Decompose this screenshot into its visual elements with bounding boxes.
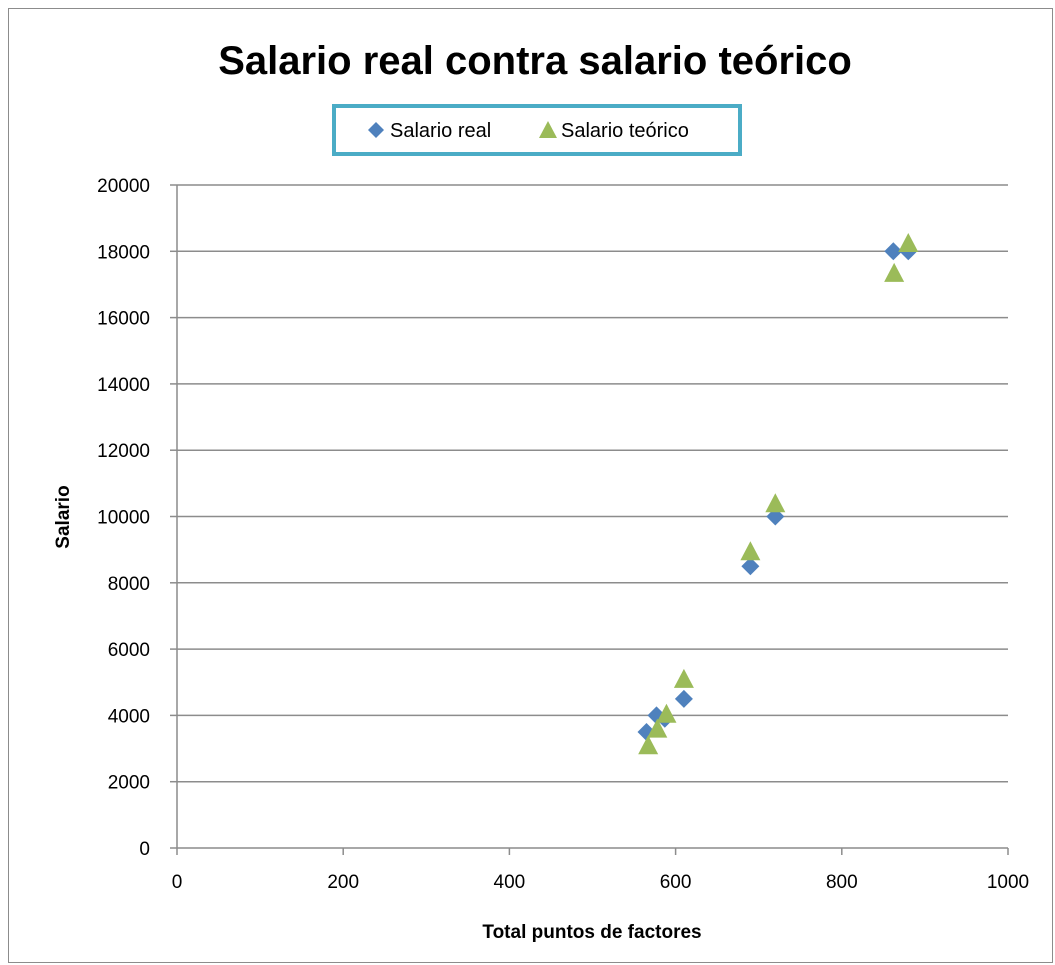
point-salario-real	[674, 689, 693, 708]
legend-label-salario-teorico: Salario teórico	[561, 120, 689, 142]
x-tick-label: 1000	[987, 872, 1029, 893]
chart-area	[8, 8, 1053, 963]
legend-label-salario-real: Salario real	[390, 120, 491, 142]
y-tick-label: 12000	[97, 441, 150, 462]
point-salario-real	[884, 242, 903, 261]
point-salario-teorico	[898, 233, 919, 253]
y-tick-label: 8000	[108, 574, 150, 595]
point-salario-teorico	[740, 541, 761, 561]
y-tick-label: 16000	[97, 309, 150, 330]
x-tick-label: 0	[172, 872, 183, 893]
y-tick-label: 4000	[108, 706, 150, 727]
y-tick-label: 10000	[97, 508, 150, 529]
tick-labels: 0200040006000800010000120001400016000180…	[97, 176, 1029, 893]
gridlines	[177, 184, 1008, 783]
point-salario-teorico	[647, 718, 668, 738]
point-salario-teorico	[656, 703, 677, 723]
y-tick-label: 14000	[97, 375, 150, 396]
y-tick-label: 2000	[108, 773, 150, 794]
chart-title: Salario real contra salario teórico	[218, 39, 852, 83]
legend: Salario real Salario teórico	[332, 104, 742, 156]
legend-box	[332, 104, 742, 156]
point-salario-teorico	[638, 735, 659, 755]
legend-marker-salario-teorico	[539, 121, 557, 138]
x-axis-title: Total puntos de factores	[482, 922, 701, 943]
x-tick-label: 600	[660, 872, 692, 893]
point-salario-teorico	[884, 262, 905, 282]
y-tick-label: 20000	[97, 176, 150, 197]
point-salario-real	[741, 557, 760, 576]
y-axis-title: Salario	[53, 485, 74, 548]
data-points	[637, 233, 919, 755]
y-tick-label: 6000	[108, 640, 150, 661]
y-tick-label: 18000	[97, 242, 150, 263]
point-salario-teorico	[765, 493, 786, 513]
y-tick-label: 0	[139, 839, 150, 860]
x-tick-label: 400	[494, 872, 526, 893]
x-tick-label: 800	[826, 872, 858, 893]
x-tick-label: 200	[327, 872, 359, 893]
axes	[170, 184, 1009, 855]
point-salario-teorico	[673, 668, 694, 688]
legend-marker-salario-real	[368, 122, 384, 138]
